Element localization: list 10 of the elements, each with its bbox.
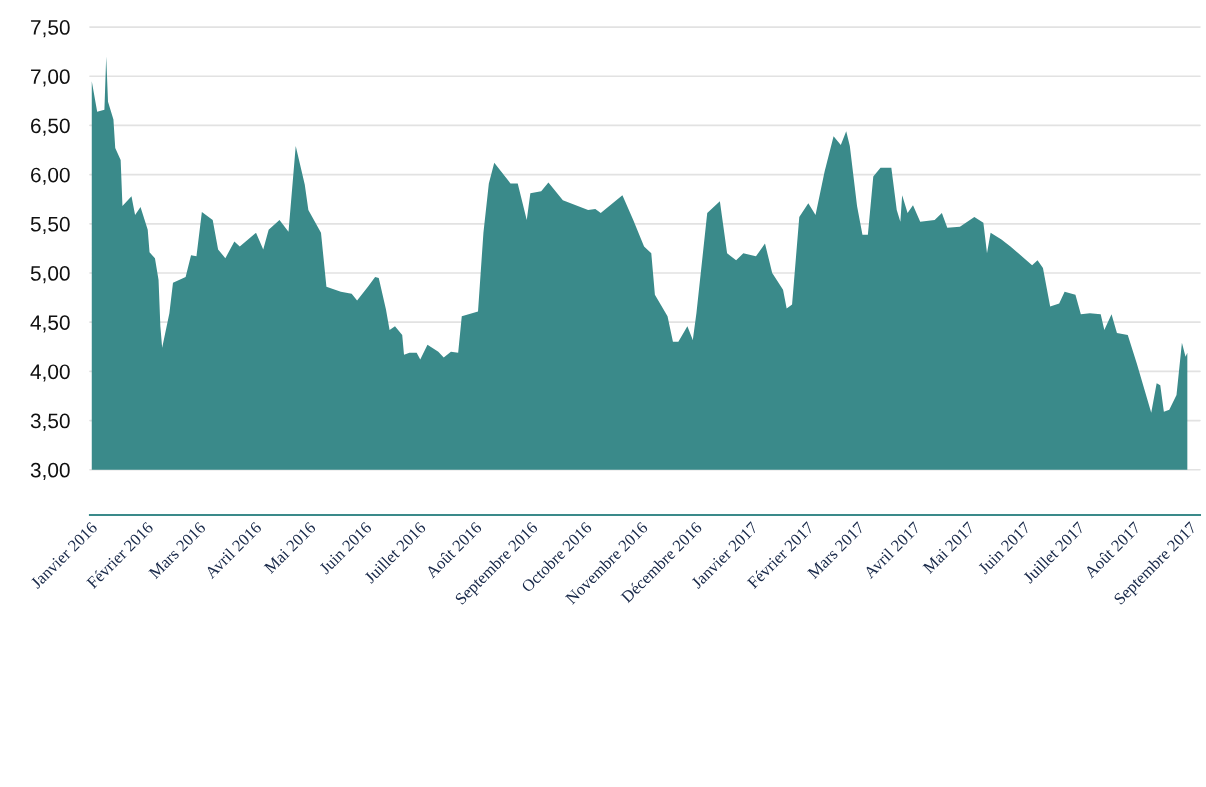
y-tick-label: 7,00	[31, 69, 70, 87]
y-tick-label: 5,50	[30, 216, 70, 235]
y-tick-label: 3,00	[30, 462, 70, 480]
y-tick-label: 4,50	[30, 315, 70, 333]
y-tick-label: 5,00	[30, 266, 70, 284]
y-tick-label: 6,00	[31, 167, 70, 185]
y-tick-label: 6,50	[31, 118, 70, 136]
y-tick-label: 4,00	[30, 364, 70, 382]
y-tick-label: 3,50	[30, 413, 70, 431]
y-tick-label: 7,50	[31, 20, 70, 38]
